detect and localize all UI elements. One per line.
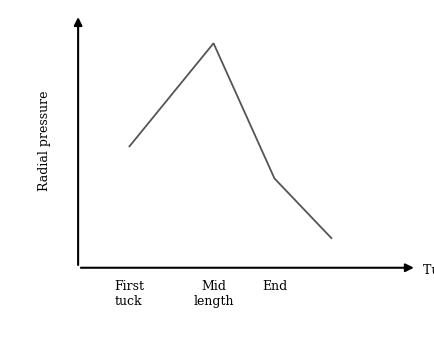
Text: Radial pressure: Radial pressure [38, 91, 51, 191]
Text: End: End [262, 281, 287, 293]
Text: First
tuck: First tuck [114, 281, 144, 308]
Text: Mid
length: Mid length [193, 281, 234, 308]
Text: Tuck position: Tuck position [424, 264, 434, 277]
